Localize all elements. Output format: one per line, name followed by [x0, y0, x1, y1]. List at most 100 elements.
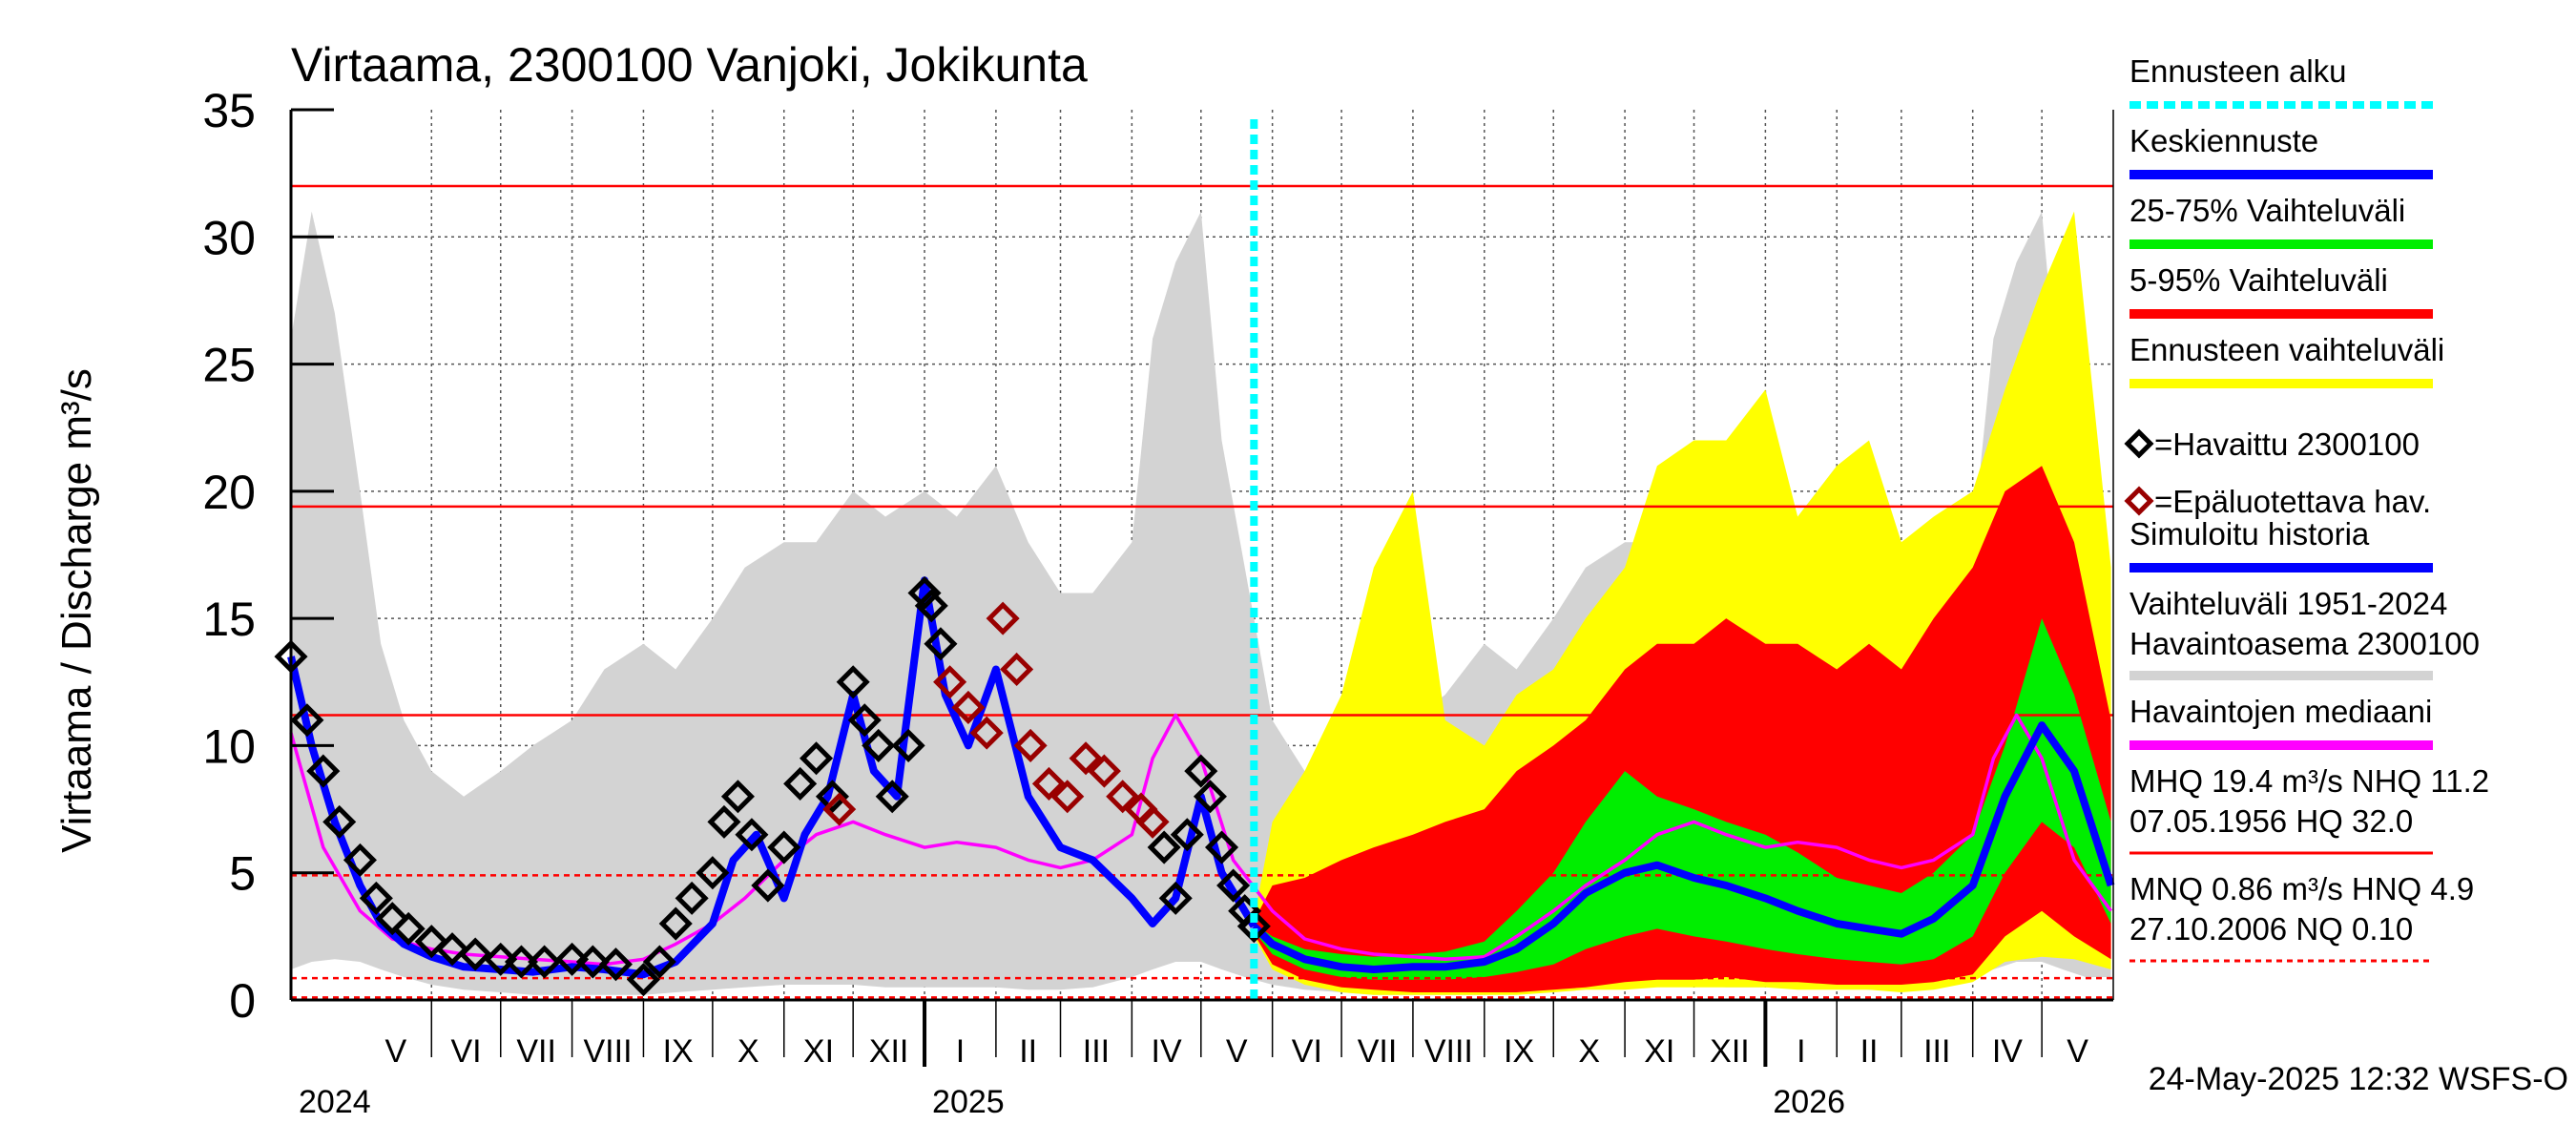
month-label: IX [1504, 1033, 1534, 1070]
legend-label: Ennusteen alku [2129, 53, 2347, 89]
y-tick-label: 0 [229, 974, 256, 1028]
observed-point [707, 804, 741, 839]
observed-point [359, 881, 393, 915]
observed-point [658, 906, 693, 941]
unreliable-point [1069, 741, 1103, 776]
unreliable-point [1087, 754, 1121, 788]
plot-area [274, 108, 2115, 1002]
y-tick-label: 10 [202, 719, 256, 773]
mean-forecast-line [1251, 721, 2115, 973]
chart-title: Virtaama, 2300100 Vanjoki, Jokikunta [291, 38, 1088, 92]
legend-label: Havaintoasema 2300100 [2129, 626, 2480, 661]
legend-label: 27.10.2006 NQ 0.10 [2129, 911, 2413, 947]
observed-point [783, 766, 818, 801]
month-label: V [2067, 1033, 2088, 1070]
observed-point [924, 627, 958, 661]
observed-point [875, 780, 909, 814]
observed-point [1204, 830, 1239, 864]
observed-point [914, 589, 948, 623]
observed-point [1193, 780, 1227, 814]
observed-point [696, 856, 730, 890]
observed-point [306, 754, 341, 788]
footer-timestamp: 24-May-2025 12:32 WSFS-O [2149, 1061, 2568, 1097]
observed-point [675, 881, 709, 915]
unreliable-point [1013, 728, 1048, 762]
y-tick-label: 35 [202, 84, 256, 137]
observed-point [642, 945, 676, 979]
observed-point [720, 780, 755, 814]
legend-label: MNQ 0.86 m³/s HNQ 4.9 [2129, 871, 2474, 906]
month-label: X [737, 1033, 759, 1070]
month-label: V [1226, 1033, 1248, 1070]
year-label: 2024 [299, 1084, 371, 1120]
observed-point [1236, 909, 1271, 944]
observed-point [290, 703, 324, 738]
x-axis: V VI VII VIII IX X XI XII I II III IV V VI VII VIII IX X X… [299, 1000, 2088, 1120]
legend-label: 25-75% Vaihteluväli [2129, 193, 2405, 228]
month-label: VI [450, 1033, 481, 1070]
observed-point [891, 728, 925, 762]
month-label: XII [1710, 1033, 1750, 1070]
observed-point [862, 728, 896, 762]
y-tick-label: 30 [202, 211, 256, 264]
observed-point [1216, 868, 1251, 903]
observed-point [1158, 881, 1193, 915]
observed-point [1170, 818, 1204, 852]
month-label: VIII [584, 1033, 633, 1070]
observed-point [735, 818, 769, 852]
unreliable-point [1135, 804, 1170, 839]
month-label: I [1797, 1033, 1805, 1070]
y-axis: 0 5 10 15 20 25 30 35 [202, 84, 334, 1028]
month-label: III [1923, 1033, 1950, 1070]
month-label: I [956, 1033, 965, 1070]
observed-point [414, 925, 448, 959]
unreliable-point [951, 690, 986, 724]
y-tick-label: 15 [202, 593, 256, 646]
observed-point [435, 932, 469, 967]
observed-point [343, 843, 377, 877]
observed-point [575, 945, 610, 979]
legend: Ennusteen alku Keskiennuste 25-75% Vaihtel… [2124, 53, 2489, 963]
y-axis-label: Virtaama / Discharge m³/s [53, 368, 100, 853]
legend-label: Simuloitu historia [2129, 516, 2370, 552]
unreliable-point [1050, 780, 1085, 814]
legend-label: Havaintojen mediaani [2129, 694, 2432, 729]
y-tick-label: 20 [202, 466, 256, 519]
band-25-75 [1254, 618, 2111, 980]
year-label: 2025 [932, 1084, 1005, 1120]
month-label: VII [516, 1033, 556, 1070]
legend-marker [2124, 486, 2154, 516]
observed-point [555, 942, 590, 976]
unreliable-point [1000, 652, 1034, 686]
observed-point [375, 902, 409, 936]
observed-point [815, 780, 849, 814]
y-tick-label: 25 [202, 339, 256, 392]
observed-point [322, 804, 357, 839]
observed-point [1147, 830, 1181, 864]
month-label: II [1860, 1033, 1879, 1070]
observed-point [504, 945, 539, 979]
year-label: 2026 [1773, 1084, 1845, 1120]
legend-label: =Epäluotettava hav. [2154, 484, 2431, 519]
month-label: IX [663, 1033, 694, 1070]
observed-point [391, 911, 426, 946]
month-label: IV [1992, 1033, 2023, 1070]
legend-label: =Havaittu 2300100 [2154, 427, 2420, 462]
y-tick-label: 5 [229, 847, 256, 901]
legend-label: 07.05.1956 HQ 32.0 [2129, 803, 2413, 839]
observed-point [626, 963, 660, 997]
simulated-history-line [287, 576, 1257, 979]
observed-point [1184, 754, 1218, 788]
month-label: XII [869, 1033, 909, 1070]
observed-point [458, 937, 492, 971]
month-label: XI [1644, 1033, 1674, 1070]
month-label: XI [803, 1033, 834, 1070]
month-label: III [1083, 1033, 1110, 1070]
observed-point [847, 703, 882, 738]
legend-label: Vaihteluväli 1951-2024 [2129, 586, 2447, 621]
unreliable-point [933, 665, 967, 699]
unreliable-point [1031, 766, 1066, 801]
legend-label: 5-95% Vaihteluväli [2129, 262, 2388, 298]
unreliable-point [986, 601, 1020, 635]
